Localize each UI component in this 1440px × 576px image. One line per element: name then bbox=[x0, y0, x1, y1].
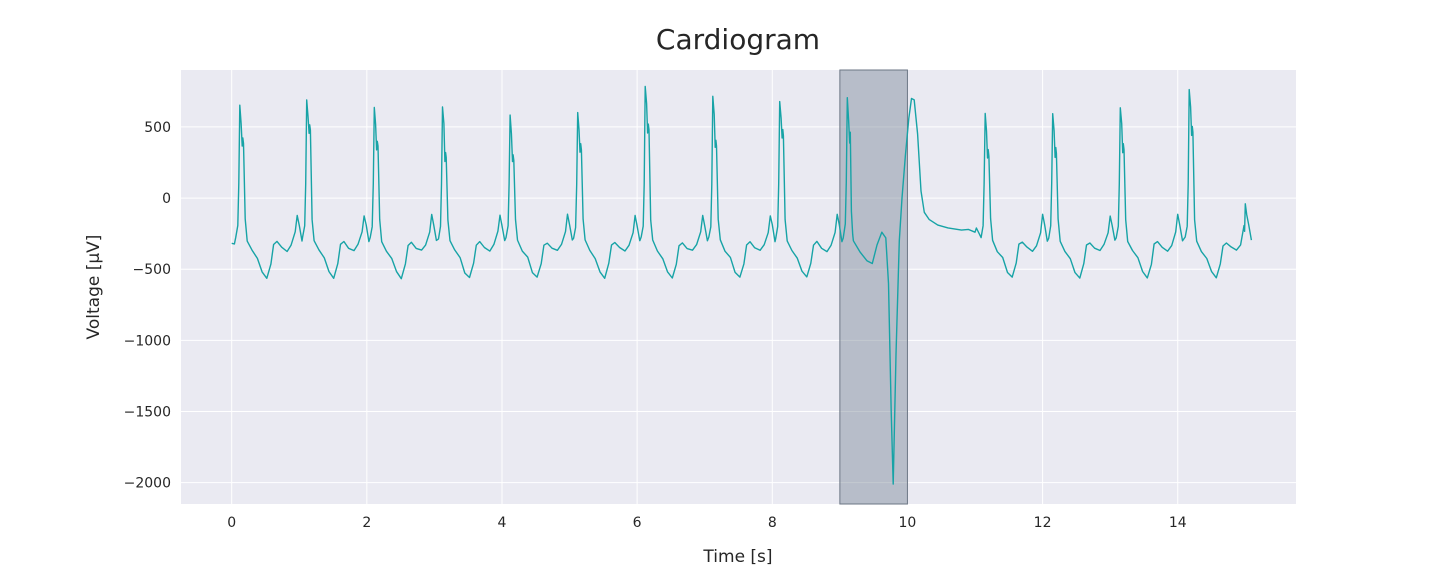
x-tick-label: 6 bbox=[633, 515, 642, 531]
chart-title: Cardiogram bbox=[656, 23, 820, 56]
series-group bbox=[231, 85, 1253, 485]
x-tick-label: 8 bbox=[768, 515, 777, 531]
plot-background bbox=[181, 70, 1296, 504]
x-tick-label: 2 bbox=[362, 515, 371, 531]
x-tick-label: 0 bbox=[227, 515, 236, 531]
y-tick-labels: 500 0 −500 −1000 −1500 −2000 bbox=[124, 120, 171, 492]
x-axis-label: Time [s] bbox=[702, 547, 772, 567]
y-tick-label: −1000 bbox=[124, 333, 171, 349]
x-tick-labels: 0 2 4 6 8 10 12 14 bbox=[227, 515, 1187, 531]
y-tick-label: −500 bbox=[133, 262, 171, 278]
ecg-series-line bbox=[231, 85, 1253, 485]
y-tick-label: −2000 bbox=[124, 476, 171, 492]
highlight-region bbox=[839, 69, 908, 505]
x-tick-label: 10 bbox=[899, 515, 917, 531]
y-tick-label: 500 bbox=[144, 120, 171, 136]
x-tick-label: 14 bbox=[1169, 515, 1187, 531]
x-tick-label: 4 bbox=[498, 515, 507, 531]
x-tick-label: 12 bbox=[1034, 515, 1052, 531]
y-tick-label: −1500 bbox=[124, 405, 171, 421]
y-axis-label: Voltage [μV] bbox=[84, 235, 104, 340]
y-tick-label: 0 bbox=[162, 191, 171, 207]
